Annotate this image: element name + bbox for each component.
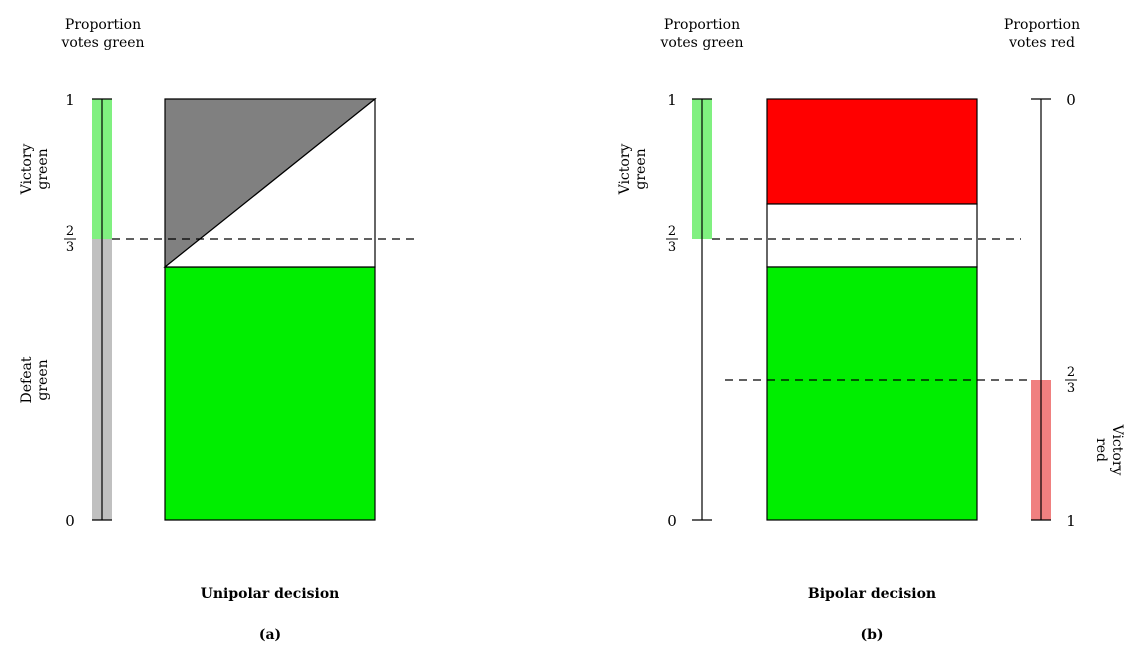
- panel-a-threshold-denominator: 3: [66, 240, 74, 255]
- panel-b-victory-red-line2: red: [1093, 438, 1109, 462]
- panel-b-victory-green-label: Victory green: [617, 143, 649, 195]
- panel-a-victory-line1: Victory: [19, 143, 35, 195]
- panel-a-axis-title-line2: votes green: [60, 35, 144, 51]
- panel-a-axis-title-line1: Proportion: [65, 17, 141, 33]
- panel-b-white-region: [766, 203, 978, 268]
- panel-b-caption: (b): [860, 627, 883, 643]
- panel-a-defeat-label: Defeat green: [19, 356, 51, 403]
- panel-b-left-threshold-numerator: 2: [668, 224, 676, 239]
- panel-b-victory-green-line2: green: [633, 148, 649, 189]
- panel-a-defeat-line2: green: [35, 359, 51, 400]
- panel-b-right-threshold-denominator: 3: [1067, 381, 1075, 396]
- panel-b-right-tick-label-top: 0: [1066, 91, 1076, 109]
- panel-b-left-threshold-fraction: 2 3: [666, 224, 678, 255]
- panel-b-right-axis-title-line1: Proportion: [1004, 17, 1080, 33]
- panel-b-victory-red-label: Victory red: [1093, 424, 1125, 476]
- panel-b-right-tick-label-bottom: 1: [1066, 512, 1076, 530]
- panel-b-right-threshold-numerator: 2: [1067, 365, 1075, 380]
- panel-b-right-axis-title-line2: votes red: [1008, 35, 1075, 51]
- panel-a-defeat-line1: Defeat: [19, 356, 35, 403]
- panel-a-white-triangle: [163, 97, 376, 268]
- panel-b-victory-green-line1: Victory: [617, 143, 633, 195]
- panel-a-caption: (a): [259, 627, 281, 643]
- panel-a-tick-label-bottom: 0: [65, 512, 75, 530]
- panel-b-right-threshold-fraction: 2 3: [1065, 365, 1077, 396]
- panel-b-left-tick-label-bottom: 0: [667, 512, 677, 530]
- panel-b-left-threshold-denominator: 3: [668, 240, 676, 255]
- panel-a-tick-label-top: 1: [65, 91, 75, 109]
- panel-b: Proportion votes green Proportion votes …: [617, 17, 1125, 643]
- panel-a-threshold-numerator: 2: [66, 224, 74, 239]
- panel-b-victory-red-line1: Victory: [1109, 424, 1125, 476]
- panel-b-left-axis-title-line2: votes green: [659, 35, 743, 51]
- panel-b-red-region: [766, 98, 978, 205]
- panel-b-title: Bipolar decision: [808, 586, 936, 602]
- panel-a-title: Unipolar decision: [201, 586, 340, 602]
- panel-b-green-region: [766, 266, 978, 521]
- panel-a: Proportion votes green 1 0 2 3 Victory g…: [19, 17, 418, 643]
- panel-a-green-region: [164, 266, 376, 521]
- panel-a-threshold-fraction: 2 3: [64, 224, 76, 255]
- panel-b-left-axis-title-line1: Proportion: [664, 17, 740, 33]
- panel-a-victory-line2: green: [35, 148, 51, 189]
- panel-b-left-tick-label-top: 1: [667, 91, 677, 109]
- panel-a-victory-label: Victory green: [19, 143, 51, 195]
